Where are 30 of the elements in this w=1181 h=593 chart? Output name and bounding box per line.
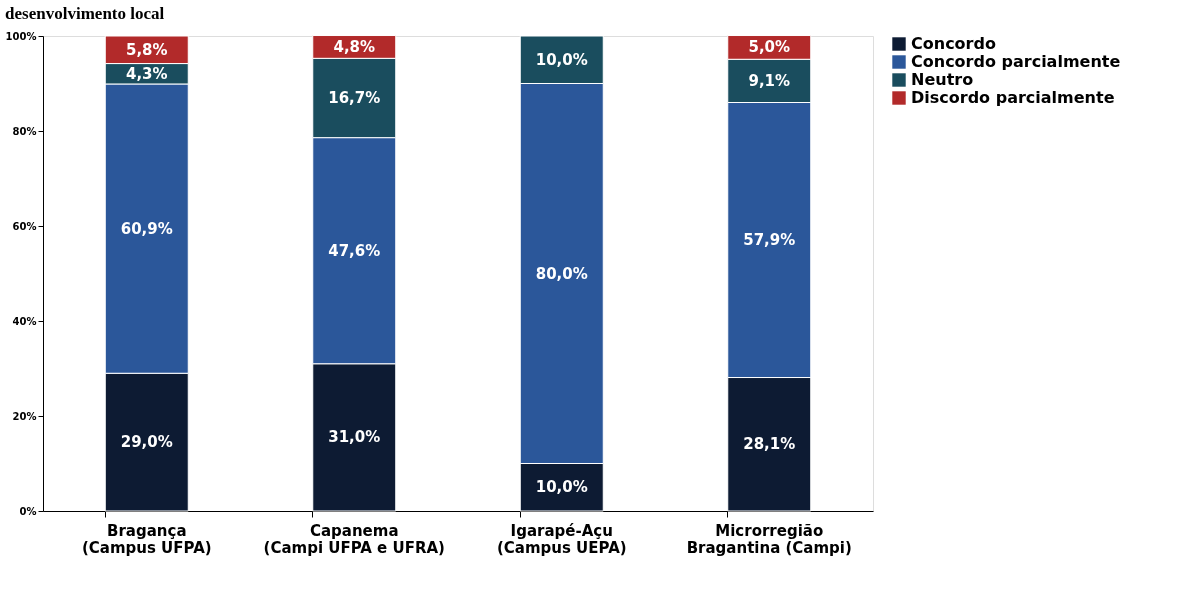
y-tick-label: 80%	[12, 125, 37, 137]
data-label: 5,8%	[125, 40, 168, 59]
data-label: 16,7%	[328, 88, 381, 107]
data-label: 80,0%	[535, 264, 588, 283]
data-label: 28,1%	[743, 435, 796, 454]
data-label: 29,0%	[120, 433, 173, 452]
data-label: 60,9%	[120, 219, 173, 238]
chart-title: desenvolvimento local	[5, 4, 165, 23]
y-tick-label: 20%	[12, 410, 37, 422]
y-tick-label: 0%	[19, 505, 37, 517]
data-label: 47,6%	[328, 241, 381, 260]
y-tick-label: 40%	[12, 315, 37, 327]
data-label: 57,9%	[743, 231, 796, 250]
x-tick-label: Igarapé-Açu (Campus UEPA)	[496, 521, 627, 557]
y-tick-label: 100%	[5, 30, 37, 42]
x-tick-label: Capanema (Campi UFPA e UFRA)	[263, 521, 445, 557]
y-tick-label: 60%	[12, 220, 37, 232]
data-label: 31,0%	[328, 428, 381, 447]
data-label: 10,0%	[535, 50, 588, 69]
x-tick-label: Bragança (Campus UFPA)	[81, 521, 212, 557]
legend-label: Neutro	[911, 70, 974, 89]
legend-label: Concordo parcialmente	[911, 52, 1121, 71]
data-label: 5,0%	[748, 38, 791, 57]
legend-label: Discordo parcialmente	[911, 88, 1115, 107]
x-tick-label: Microrregião Bragantina (Campi)	[686, 521, 852, 557]
data-label: 4,3%	[125, 64, 168, 83]
data-label: 9,1%	[748, 71, 791, 90]
legend-label: Concordo	[911, 34, 996, 53]
data-label: 4,8%	[333, 37, 376, 56]
data-label: 10,0%	[535, 478, 588, 497]
